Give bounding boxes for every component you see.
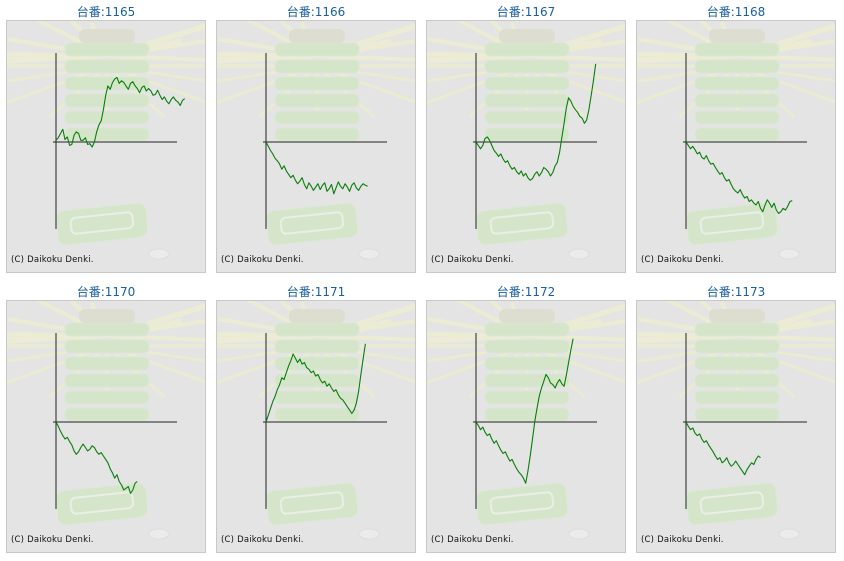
background-art xyxy=(637,301,835,540)
background-art xyxy=(7,21,205,260)
series-line xyxy=(475,63,597,181)
chart-svg xyxy=(7,301,205,540)
chart-title[interactable]: 台番:1168 xyxy=(706,5,766,19)
chart-svg xyxy=(637,21,835,260)
copyright-text: (C) Daikoku Denki. xyxy=(431,255,514,265)
chart-panel: (C) Daikoku Denki. xyxy=(636,300,836,553)
copyright-text: (C) Daikoku Denki. xyxy=(221,535,304,545)
background-art xyxy=(217,301,415,540)
copyright-text: (C) Daikoku Denki. xyxy=(641,535,724,545)
chart-panel: (C) Daikoku Denki. xyxy=(216,300,416,553)
chart-svg xyxy=(217,301,415,540)
chart-title[interactable]: 台番:1171 xyxy=(286,285,346,299)
chart-cell: 台番:1171 (C) Daikoku Denki. xyxy=(214,280,418,554)
chart-panel: (C) Daikoku Denki. xyxy=(6,300,206,553)
copyright-text: (C) Daikoku Denki. xyxy=(11,255,94,265)
series-line xyxy=(265,343,366,423)
chart-title[interactable]: 台番:1165 xyxy=(76,5,136,19)
series-line xyxy=(685,421,761,476)
copyright-text: (C) Daikoku Denki. xyxy=(431,535,514,545)
chart-title[interactable]: 台番:1170 xyxy=(76,285,136,299)
series-line xyxy=(685,141,793,214)
chart-cell: 台番:1172 (C) Daikoku Denki. xyxy=(424,280,628,554)
series-line xyxy=(55,421,138,494)
chart-panel: (C) Daikoku Denki. xyxy=(426,300,626,553)
chart-cell: 台番:1167 (C) Daikoku Denki. xyxy=(424,0,628,274)
background-art xyxy=(637,21,835,260)
chart-cell: 台番:1173 (C) Daikoku Denki. xyxy=(634,280,838,554)
series-line xyxy=(475,338,574,484)
chart-title[interactable]: 台番:1167 xyxy=(496,5,556,19)
chart-title[interactable]: 台番:1166 xyxy=(286,5,346,19)
series-line xyxy=(55,76,186,148)
chart-panel: (C) Daikoku Denki. xyxy=(6,20,206,273)
chart-svg xyxy=(637,301,835,540)
chart-svg xyxy=(7,21,205,260)
background-art xyxy=(427,301,625,540)
chart-cell: 台番:1168 (C) Daikoku Denki. xyxy=(634,0,838,274)
chart-title[interactable]: 台番:1173 xyxy=(706,285,766,299)
chart-title[interactable]: 台番:1172 xyxy=(496,285,556,299)
copyright-text: (C) Daikoku Denki. xyxy=(11,535,94,545)
background-art xyxy=(7,301,205,540)
copyright-text: (C) Daikoku Denki. xyxy=(221,255,304,265)
chart-cell: 台番:1165 (C) Daikoku Denki. xyxy=(4,0,208,274)
chart-cell: 台番:1170 (C) Daikoku Denki. xyxy=(4,280,208,554)
chart-cell: 台番:1166 (C) Daikoku Denki. xyxy=(214,0,418,274)
series-line xyxy=(265,141,368,195)
chart-panel: (C) Daikoku Denki. xyxy=(636,20,836,273)
background-art xyxy=(217,21,415,260)
chart-svg xyxy=(427,301,625,540)
chart-svg xyxy=(217,21,415,260)
background-art xyxy=(427,21,625,260)
copyright-text: (C) Daikoku Denki. xyxy=(641,255,724,265)
chart-panel: (C) Daikoku Denki. xyxy=(216,20,416,273)
chart-panel: (C) Daikoku Denki. xyxy=(426,20,626,273)
chart-svg xyxy=(427,21,625,260)
